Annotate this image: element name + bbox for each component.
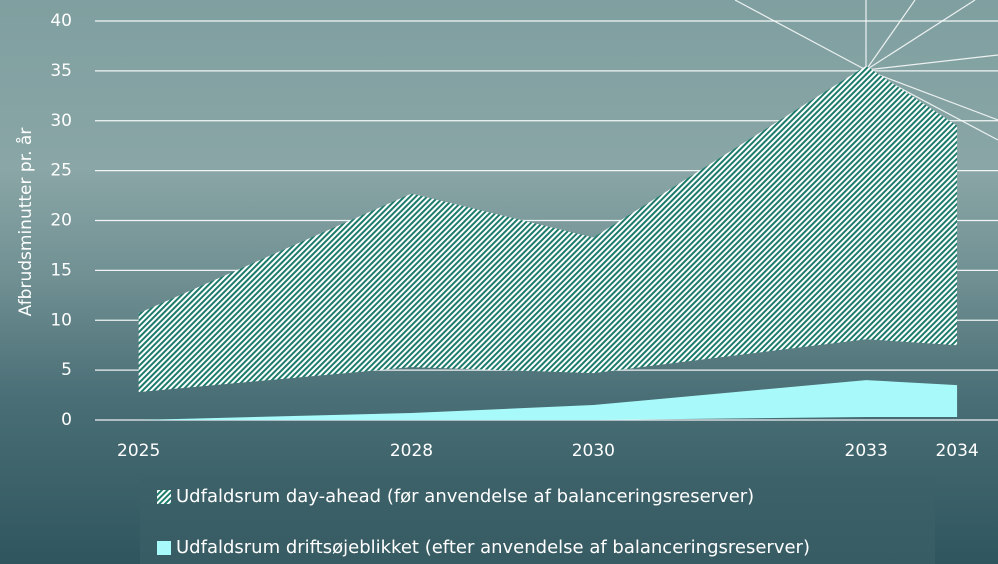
legend-label: Udfaldsrum day-ahead (før anvendelse af …	[176, 486, 754, 507]
y-tick-label: 25	[50, 161, 72, 181]
x-tick-label: 2028	[390, 441, 433, 461]
legend-background	[140, 478, 935, 564]
y-tick-label: 40	[50, 11, 72, 31]
y-tick-label: 5	[61, 360, 72, 380]
y-axis-title: Afbrudsminutter pr. år	[15, 128, 36, 317]
x-tick-label: 2025	[117, 441, 160, 461]
legend-label: Udfaldsrum driftsøjeblikket (efter anven…	[176, 537, 810, 558]
y-tick-label: 10	[50, 310, 72, 330]
x-tick-label: 2034	[935, 441, 978, 461]
y-tick-label: 15	[50, 260, 72, 280]
x-tick-label: 2033	[845, 441, 888, 461]
x-tick-label: 2030	[572, 441, 615, 461]
range-area	[138, 380, 958, 420]
range-area	[138, 65, 958, 393]
y-tick-label: 30	[50, 111, 72, 131]
y-tick-label: 0	[61, 410, 72, 430]
legend-swatch	[157, 490, 171, 504]
y-tick-label: 35	[50, 61, 72, 81]
y-tick-label: 20	[50, 211, 72, 231]
legend-swatch	[157, 541, 171, 555]
